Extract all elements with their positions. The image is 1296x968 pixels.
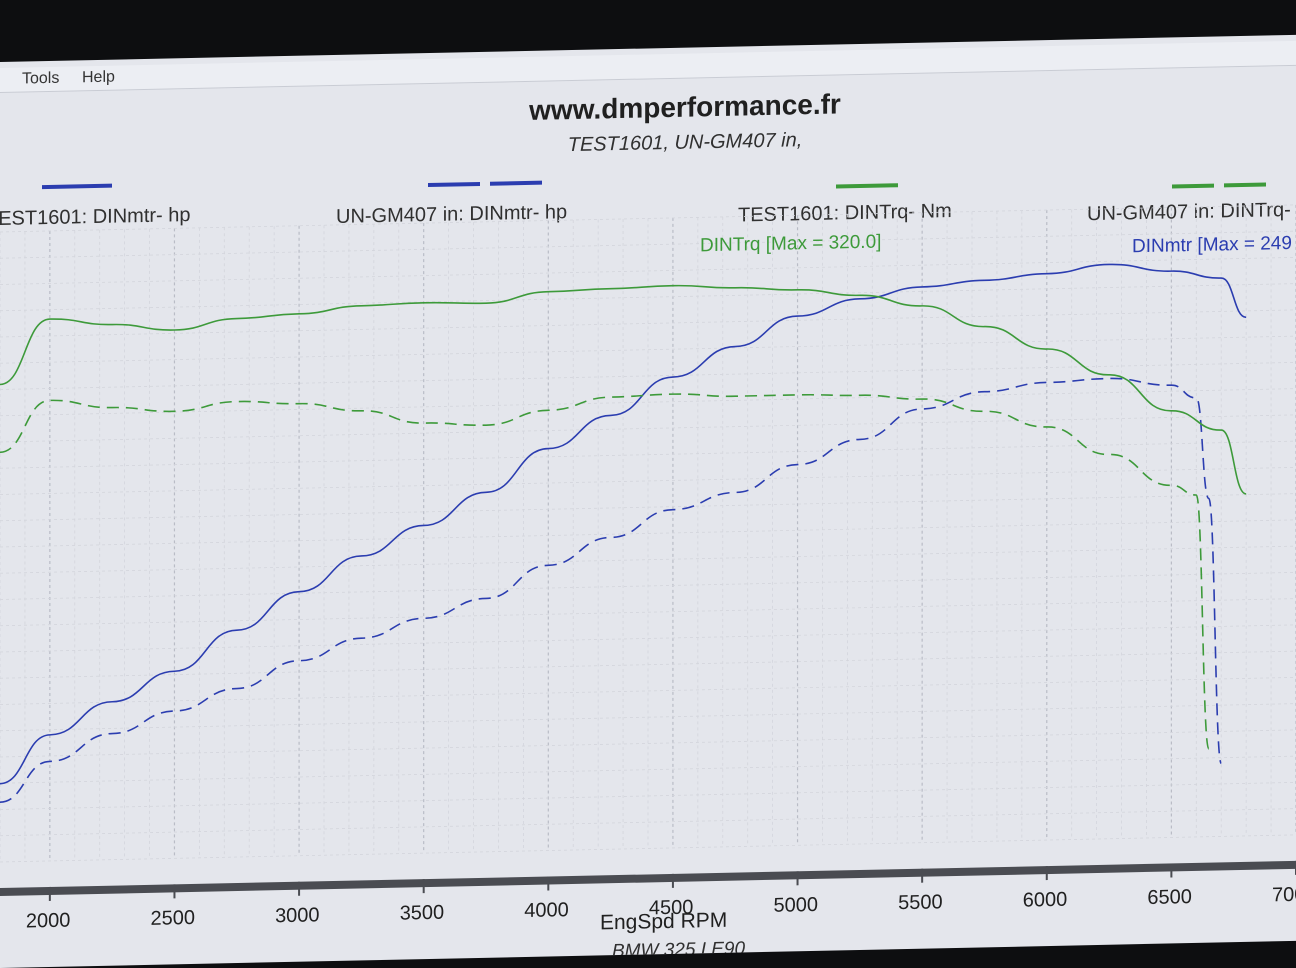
grid-line-y (0, 755, 1296, 784)
grid-line-y (0, 650, 1296, 679)
grid-line-y (0, 335, 1296, 364)
series-line-0 (0, 263, 1247, 785)
x-axis: 2000 2500 3000 3500 4000 4500 5000 5500 6000 6500… (0, 860, 1296, 933)
screen-bezel (1196, 954, 1296, 968)
x-tick-label: 5000 (774, 894, 818, 917)
x-axis-line (0, 860, 1296, 896)
series-layer (0, 263, 1247, 804)
grid-line-y (0, 808, 1296, 837)
grid-line-y (0, 729, 1296, 758)
series-line-1 (0, 377, 1223, 804)
plot-area: 2000 2500 3000 3500 4000 4500 5000 5500 6000 6500… (0, 204, 1296, 933)
grid-line-y (0, 283, 1296, 312)
grid-line-y (0, 545, 1296, 574)
grid-line-y (0, 440, 1296, 469)
x-tick-label: 700 (1272, 884, 1296, 907)
annotation-torque-max: DINTrq [Max = 320.0] (700, 232, 881, 257)
x-tick-label: 6500 (1147, 886, 1191, 909)
x-axis-label: EngSpd RPM (600, 908, 728, 935)
vehicle-label: BMW 325 I E90 (612, 938, 746, 963)
annotation-power-max: DINmtr [Max = 249 (1132, 233, 1292, 257)
x-tick-label: 2500 (150, 907, 194, 930)
dyno-window: Tools Help www.dmperformance.fr TEST1601… (0, 34, 1296, 968)
x-tick-label: 2000 (26, 910, 70, 933)
grid-line-y (0, 309, 1296, 338)
x-tick-label: 3000 (275, 904, 319, 927)
grid-line-y (0, 624, 1296, 653)
grid-line-y (0, 493, 1296, 522)
grid-line-y (0, 676, 1296, 705)
grid (0, 204, 1296, 863)
grid-line-y (0, 519, 1296, 548)
grid-line-y (0, 414, 1296, 443)
grid-line-y (0, 703, 1296, 732)
grid-line-y (0, 598, 1296, 627)
grid-line-y (0, 834, 1296, 863)
x-tick-label: 6000 (1023, 889, 1067, 912)
grid-line-y (0, 361, 1296, 390)
grid-line-y (0, 781, 1296, 810)
grid-line-y (0, 466, 1296, 495)
series-line-3 (0, 393, 1210, 750)
x-tick-label: 4500 (649, 896, 693, 919)
grid-line-y (0, 256, 1296, 285)
grid-line-y (0, 230, 1296, 259)
grid-line-y (0, 388, 1296, 417)
grid-line-y (0, 571, 1296, 600)
x-tick-label: 4000 (524, 899, 568, 922)
x-tick-label: 3500 (400, 902, 444, 925)
x-tick-label: 5500 (898, 891, 942, 914)
grid-line-y (0, 204, 1296, 233)
series-line-2 (0, 284, 1247, 495)
